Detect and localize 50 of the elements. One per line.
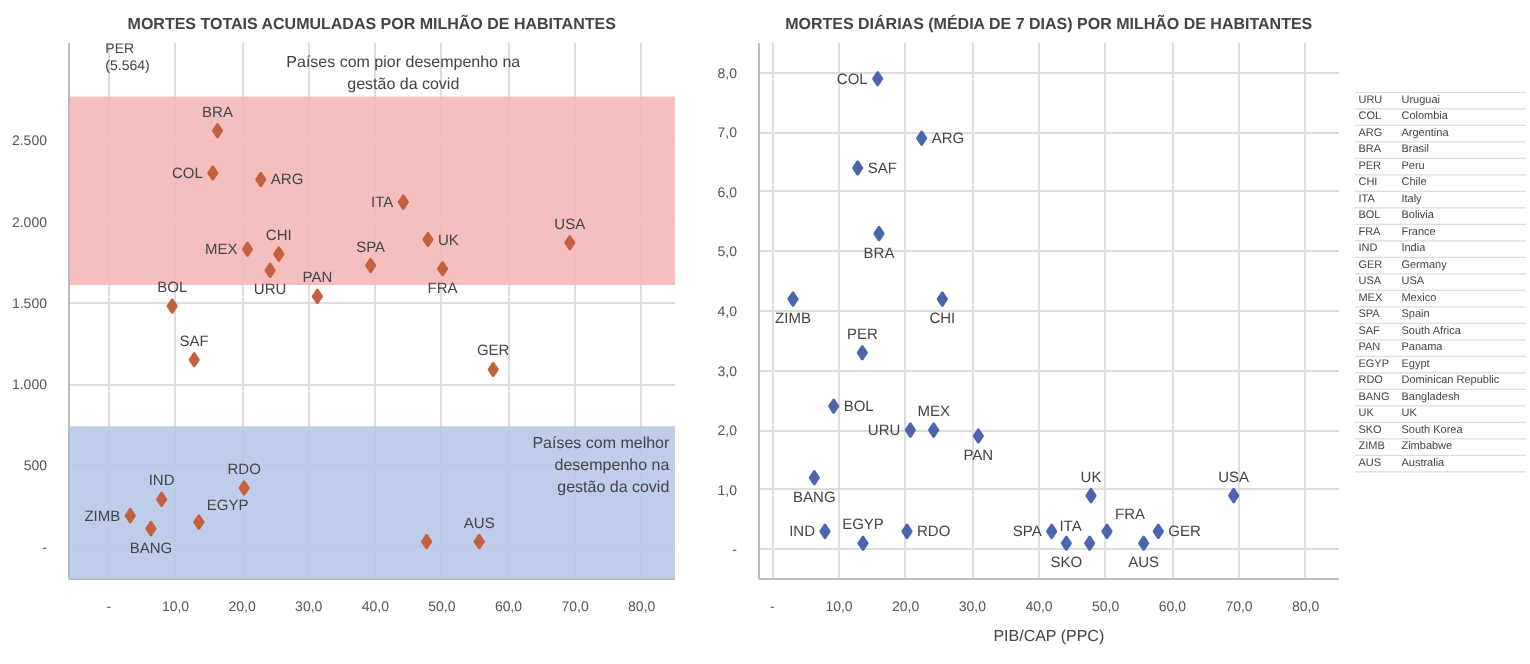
point [856,344,868,361]
point [166,298,178,315]
point [1101,523,1113,540]
point [1085,487,1097,504]
point [819,523,831,540]
band-label: Países com melhor desempenho na gestão da covid [532,434,671,496]
point [1228,487,1240,504]
point [155,491,168,508]
point [422,231,434,248]
point [916,130,928,147]
point [211,122,224,139]
point [207,164,219,181]
point [311,288,324,305]
point [420,533,433,550]
point [145,520,157,537]
point [901,523,913,540]
chart-title: MORTES DIÁRIAS (MÉDIA DE 7 DIAS) POR MILHÃO DE HABITANTES [785,13,1314,33]
point [124,507,136,524]
point [238,480,250,497]
chart-title: MORTES TOTAIS ACUMULADAS POR MILHÃO DE HABITANTES [127,13,618,33]
point [473,533,485,550]
point [193,514,205,531]
point [1138,535,1150,552]
point [936,291,948,308]
point [188,351,200,368]
point [904,422,916,439]
point [972,428,984,445]
point [808,469,820,486]
point [365,257,377,274]
point [787,291,799,308]
x-axis-title: PIB/CAP (PPC) [993,627,1105,645]
point [273,246,285,263]
point [857,535,869,552]
point [487,361,499,378]
point [928,422,940,439]
point [1046,523,1058,540]
point [397,194,409,211]
point [264,262,276,279]
point [873,225,885,242]
point [872,70,884,87]
point [852,160,864,177]
point [564,234,576,251]
point [241,241,254,258]
band-label: Países com pior desempenho na gestão da covid [286,53,522,93]
point [1084,535,1096,552]
point [1060,535,1072,552]
point [1152,523,1164,540]
point [436,260,449,277]
point [255,171,267,188]
point [828,398,840,415]
